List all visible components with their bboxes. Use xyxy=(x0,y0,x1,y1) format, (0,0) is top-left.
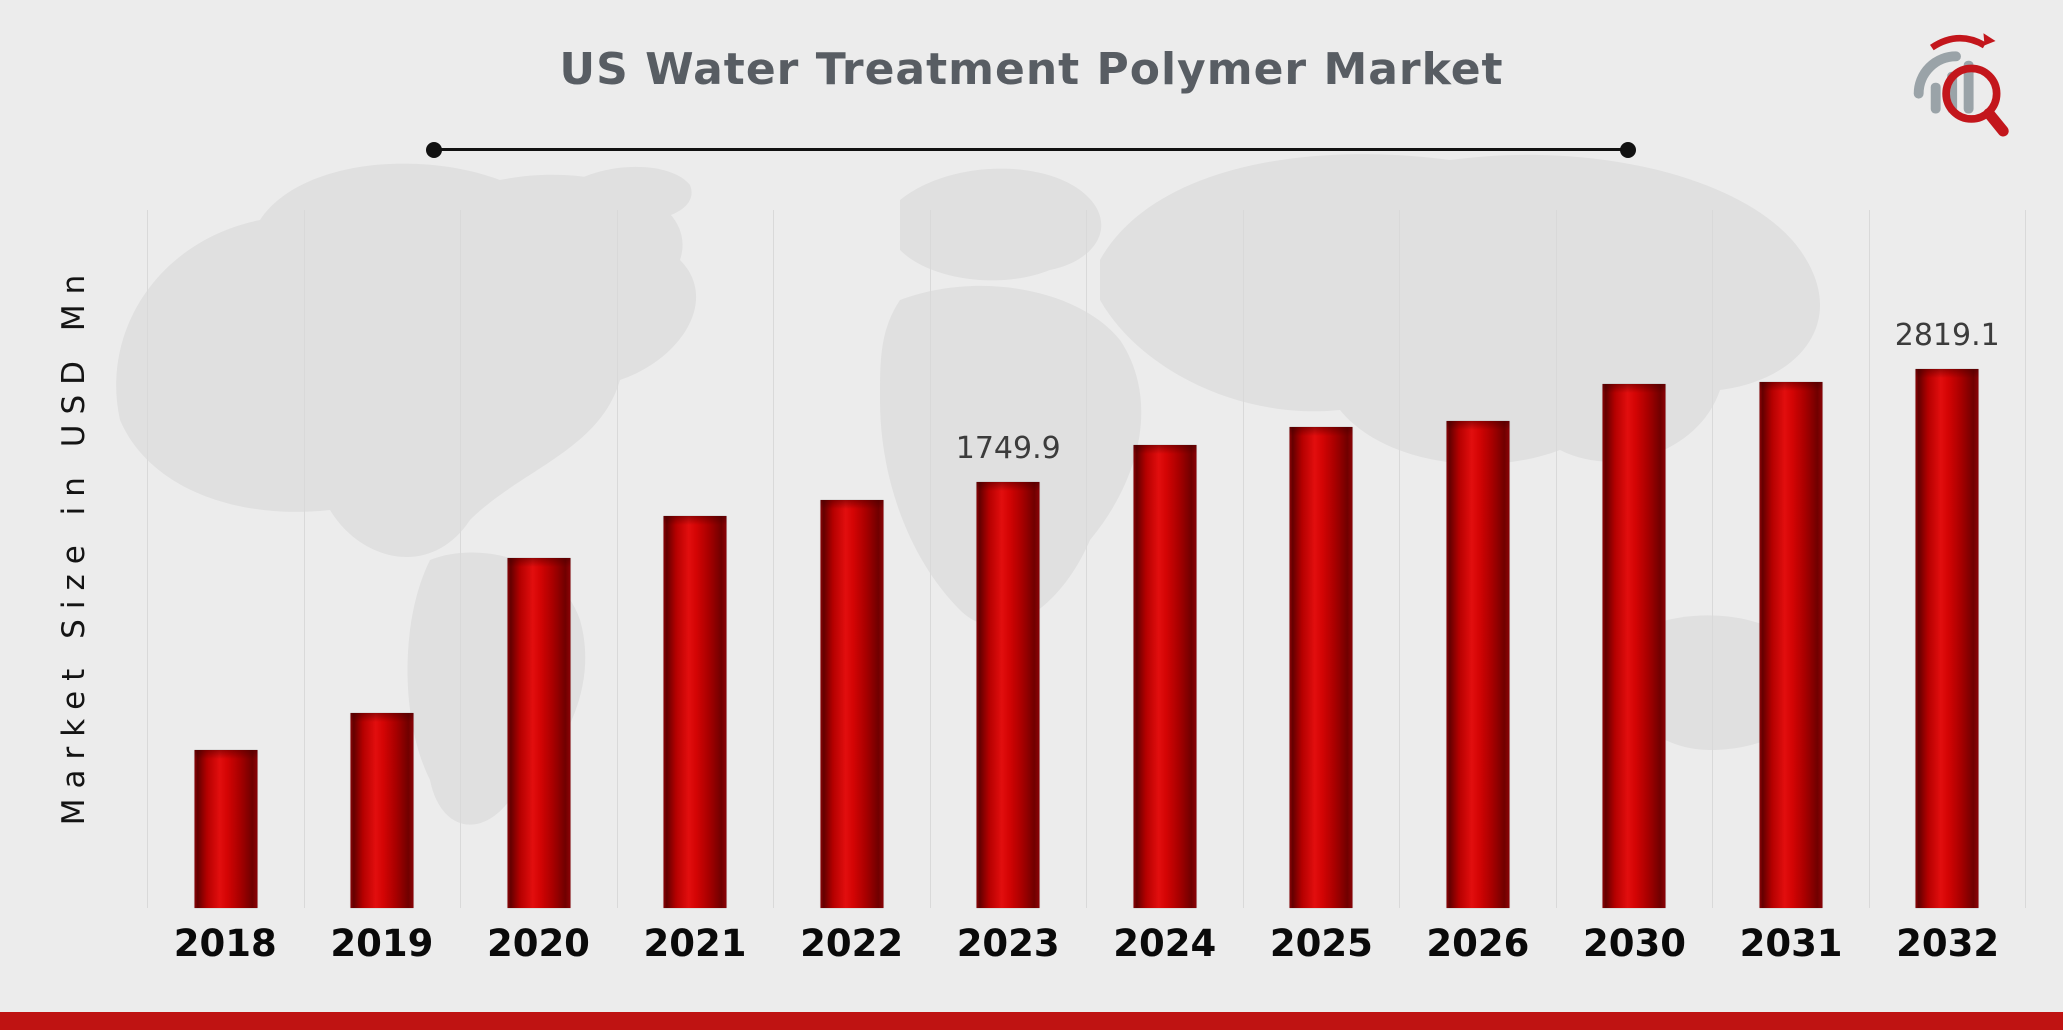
x-tick-2026: 2026 xyxy=(1426,922,1530,965)
chart-column-2020 xyxy=(460,210,617,908)
value-label-2023: 1749.9 xyxy=(955,430,1061,466)
chart-column-2018 xyxy=(147,210,304,908)
bar-2020 xyxy=(507,557,571,908)
x-tick-2030: 2030 xyxy=(1583,922,1686,965)
footer-stripe xyxy=(0,1012,2063,1030)
x-tick-2019: 2019 xyxy=(330,922,434,965)
x-tick-2024: 2024 xyxy=(1113,922,1217,965)
x-axis: 2018 2019 2020 2021 2022 2023 2024 2025 2026 2030… xyxy=(147,922,2026,965)
bar-2024 xyxy=(1133,444,1197,908)
x-tick-2032: 2032 xyxy=(1896,922,2000,965)
plot-area: 1749.9 2819.1 xyxy=(147,210,2026,908)
x-tick-2020: 2020 xyxy=(486,922,590,965)
x-tick-2018: 2018 xyxy=(173,922,277,965)
x-tick-2031: 2031 xyxy=(1739,922,1843,965)
chart-column-2019 xyxy=(303,210,461,908)
bar-2022 xyxy=(820,499,884,908)
bar-2026 xyxy=(1446,420,1510,908)
chart-column-2023: 1749.9 xyxy=(929,210,1087,908)
brand-logo xyxy=(1901,30,2011,142)
chart-column-2021 xyxy=(616,210,774,908)
title-underline xyxy=(426,142,1636,158)
x-tick-2025: 2025 xyxy=(1269,922,1373,965)
chart-column-2022 xyxy=(773,210,930,908)
bar-2023 xyxy=(976,481,1040,908)
underline-left-dot xyxy=(426,142,442,158)
x-tick-2023: 2023 xyxy=(956,922,1060,965)
bar-2025 xyxy=(1289,427,1353,908)
bar-2031 xyxy=(1759,382,1823,908)
magnifier-chart-icon xyxy=(1913,33,2009,137)
chart-column-2026 xyxy=(1399,210,1556,908)
y-axis-label: Market Size in USD Mn xyxy=(56,264,92,826)
chart-column-2030 xyxy=(1555,210,1713,908)
chart-title: US Water Treatment Polymer Market xyxy=(559,44,1504,95)
value-label-2032: 2819.1 xyxy=(1894,318,2000,354)
x-tick-2021: 2021 xyxy=(643,922,747,965)
bar-2021 xyxy=(663,515,727,908)
bar-2019 xyxy=(350,713,414,908)
chart-column-2031 xyxy=(1712,210,1869,908)
x-tick-2022: 2022 xyxy=(800,922,904,965)
bar-2030 xyxy=(1602,383,1666,908)
underline-right-dot xyxy=(1620,142,1636,158)
chart-column-2032: 2819.1 xyxy=(1868,210,2026,908)
chart-column-2025 xyxy=(1242,210,1400,908)
bar-2032 xyxy=(1915,369,1979,908)
chart-column-2024 xyxy=(1086,210,1243,908)
bar-2018 xyxy=(194,750,258,908)
